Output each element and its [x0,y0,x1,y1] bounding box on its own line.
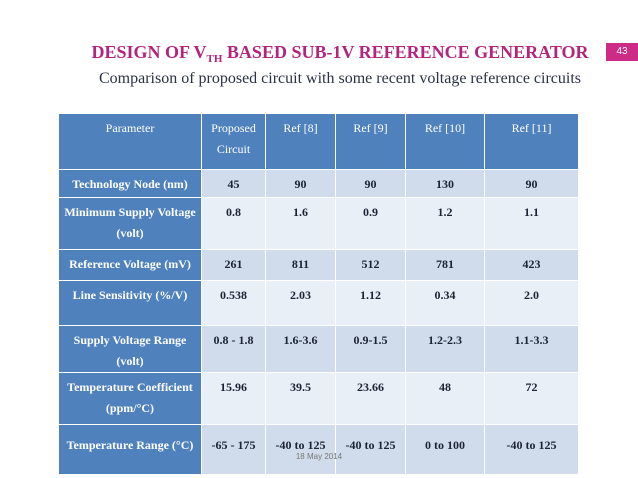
table-cell: 0.538 [201,280,266,326]
slide-title: DESIGN OF VTH BASED SUB-1V REFERENCE GEN… [0,42,638,65]
row-label: Temperature Coefficient (ppm/°C) [58,372,202,425]
table-cell: 0.34 [405,280,485,326]
table-cell: 0.9-1.5 [335,325,406,373]
header-cell-parameter: Parameter [58,113,202,170]
table-cell: -40 to 125 [265,424,336,475]
table-row: Technology Node (nm) 45 90 90 130 90 [58,169,579,198]
row-label: Line Sensitivity (%/V) [58,280,202,326]
table-cell: 781 [405,249,485,281]
table-cell: 512 [335,249,406,281]
row-label: Temperature Range (°C) [58,424,202,475]
comparison-table: Parameter Proposed Circuit Ref [8] Ref [… [58,113,579,475]
table-cell: 90 [335,169,406,198]
table-row: Temperature Range (°C) -65 - 175 -40 to … [58,424,579,475]
header-cell-ref10: Ref [10] [405,113,485,170]
slide-title-part1: DESIGN OF V [91,42,207,62]
table-cell: -65 - 175 [201,424,266,475]
table-cell: 15.96 [201,372,266,425]
table-row: Line Sensitivity (%/V) 0.538 2.03 1.12 0… [58,280,579,326]
table-cell: -40 to 125 [484,424,579,475]
table-cell: 48 [405,372,485,425]
page-number-badge: 43 [606,43,638,61]
row-label: Technology Node (nm) [58,169,202,198]
slide-title-part2: BASED SUB-1V REFERENCE GENERATOR [222,42,589,62]
slide-subtitle: Comparison of proposed circuit with some… [98,70,582,87]
table-row: Reference Voltage (mV) 261 811 512 781 4… [58,249,579,281]
table-cell: 1.1-3.3 [484,325,579,373]
table-row: Minimum Supply Voltage (volt) 0.8 1.6 0.… [58,197,579,250]
table-cell: 72 [484,372,579,425]
header-cell-proposed: Proposed Circuit [201,113,266,170]
row-label: Supply Voltage Range (volt) [58,325,202,373]
table-cell: 1.2 [405,197,485,250]
table-cell: 0.9 [335,197,406,250]
table-cell: 90 [265,169,336,198]
table-cell: 1.6-3.6 [265,325,336,373]
table-cell: 1.2-2.3 [405,325,485,373]
table-cell: 45 [201,169,266,198]
table-cell: 1.1 [484,197,579,250]
table-cell: 1.12 [335,280,406,326]
table-cell: 0 to 100 [405,424,485,475]
table-cell: 90 [484,169,579,198]
header-cell-ref8: Ref [8] [265,113,336,170]
table-cell: 2.0 [484,280,579,326]
header-cell-ref11: Ref [11] [484,113,579,170]
table-cell: 423 [484,249,579,281]
table-cell: 130 [405,169,485,198]
row-label: Minimum Supply Voltage (volt) [58,197,202,250]
table-cell: 0.8 [201,197,266,250]
table-cell: 39.5 [265,372,336,425]
table-row: Temperature Coefficient (ppm/°C) 15.96 3… [58,372,579,425]
table-header-row: Parameter Proposed Circuit Ref [8] Ref [… [58,113,579,170]
table-cell: 1.6 [265,197,336,250]
header-cell-ref9: Ref [9] [335,113,406,170]
table-cell: 23.66 [335,372,406,425]
table-row: Supply Voltage Range (volt) 0.8 - 1.8 1.… [58,325,579,373]
table-cell: -40 to 125 [335,424,406,475]
footer-date: 18 May 2014 [295,452,343,461]
row-label: Reference Voltage (mV) [58,249,202,281]
slide-title-subscript: TH [206,53,223,65]
table-cell: 811 [265,249,336,281]
table-cell: 261 [201,249,266,281]
table-cell: 0.8 - 1.8 [201,325,266,373]
table-cell: 2.03 [265,280,336,326]
